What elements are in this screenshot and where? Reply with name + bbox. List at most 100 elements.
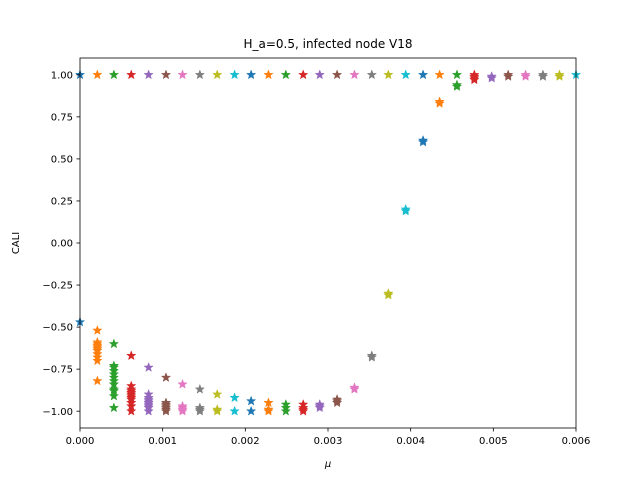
y-tick-label: −0.25: [42, 281, 73, 292]
series-22: [452, 69, 462, 91]
series-4: [143, 69, 154, 416]
data-point: [195, 406, 205, 416]
data-point: [452, 80, 462, 89]
data-point: [229, 392, 240, 402]
data-point: [229, 406, 240, 416]
y-tick-label: 0.25: [51, 197, 73, 208]
data-point: [161, 69, 171, 79]
data-point: [92, 376, 103, 385]
series-26: [520, 69, 531, 81]
x-tick-label: 0.004: [396, 436, 425, 447]
data-point: [469, 71, 479, 81]
data-point: [367, 352, 377, 362]
data-point: [212, 69, 222, 79]
data-point: [263, 69, 274, 79]
data-point: [229, 69, 240, 79]
series-11: [263, 69, 274, 416]
series-13: [298, 69, 308, 416]
data-point: [92, 69, 103, 79]
data-point: [143, 362, 154, 372]
series-23: [469, 69, 479, 84]
y-axis-ticks: 1.00 0.75 0.50 0.25 0.00 −0.25 −0.50 −0.75 −1.00: [42, 70, 80, 418]
x-axis-ticks: 0.000 0.001 0.002 0.003 0.004 0.005 0.006: [66, 428, 591, 447]
data-point: [92, 355, 103, 365]
chart-title: H_a=0.5, infected node V18: [243, 37, 412, 51]
data-point: [434, 96, 445, 106]
y-tick-label: −1.00: [42, 407, 73, 418]
data-point: [195, 69, 205, 79]
x-tick-label: 0.005: [479, 436, 508, 447]
data-point: [332, 69, 342, 79]
series-3: [126, 69, 136, 416]
series-9: [229, 69, 240, 416]
data-point: [126, 406, 136, 416]
data-point: [383, 69, 394, 79]
y-tick-label: 0.00: [51, 239, 73, 250]
data-point: [92, 325, 103, 335]
x-tick-label: 0.000: [66, 436, 95, 447]
x-tick-label: 0.003: [314, 436, 343, 447]
y-tick-label: 0.75: [51, 112, 73, 123]
series-19: [401, 69, 411, 216]
data-point: [349, 69, 360, 79]
x-axis-label: μ: [324, 459, 331, 470]
series-16: [349, 69, 360, 394]
series-24: [487, 71, 497, 83]
series-18: [383, 69, 394, 300]
data-points: [75, 69, 581, 416]
data-point: [126, 350, 136, 360]
series-20: [418, 69, 428, 147]
data-point: [487, 73, 497, 83]
data-point: [195, 384, 205, 394]
data-point: [418, 69, 428, 79]
data-point: [520, 69, 531, 79]
series-14: [315, 69, 325, 412]
data-point: [109, 69, 119, 79]
series-6: [177, 69, 188, 416]
data-point: [177, 69, 188, 79]
x-tick-label: 0.006: [562, 436, 591, 447]
data-point: [452, 69, 462, 79]
data-point: [367, 69, 377, 79]
series-28: [554, 69, 565, 81]
data-point: [143, 69, 154, 79]
data-point: [434, 69, 445, 79]
data-point: [383, 290, 394, 300]
data-point: [143, 406, 154, 416]
data-point: [554, 71, 565, 81]
series-27: [538, 69, 548, 81]
series-2: [109, 69, 119, 412]
series-10: [246, 69, 256, 416]
plot-area: [80, 58, 576, 428]
series-15: [332, 69, 342, 407]
series-17: [367, 69, 377, 362]
data-point: [109, 391, 119, 401]
data-point: [177, 406, 188, 416]
data-point: [315, 69, 325, 79]
y-axis-label: CALI: [11, 232, 22, 254]
series-21: [434, 69, 445, 108]
data-point: [298, 69, 308, 79]
data-point: [161, 406, 171, 416]
data-point: [246, 396, 256, 406]
y-tick-label: −0.75: [42, 365, 73, 376]
y-tick-label: 0.50: [51, 155, 73, 166]
y-tick-label: 1.00: [51, 70, 73, 81]
data-point: [281, 69, 291, 79]
series-12: [281, 69, 291, 416]
data-point: [246, 406, 256, 416]
data-point: [298, 406, 308, 416]
data-point: [281, 406, 291, 416]
data-point: [212, 389, 222, 399]
data-point: [126, 69, 136, 79]
data-point: [418, 135, 428, 145]
series-8: [212, 69, 222, 416]
data-point: [177, 379, 188, 389]
data-point: [401, 204, 411, 214]
data-point: [503, 69, 513, 79]
data-point: [332, 397, 342, 407]
data-point: [315, 402, 325, 412]
series-25: [503, 69, 513, 81]
data-point: [401, 69, 411, 79]
